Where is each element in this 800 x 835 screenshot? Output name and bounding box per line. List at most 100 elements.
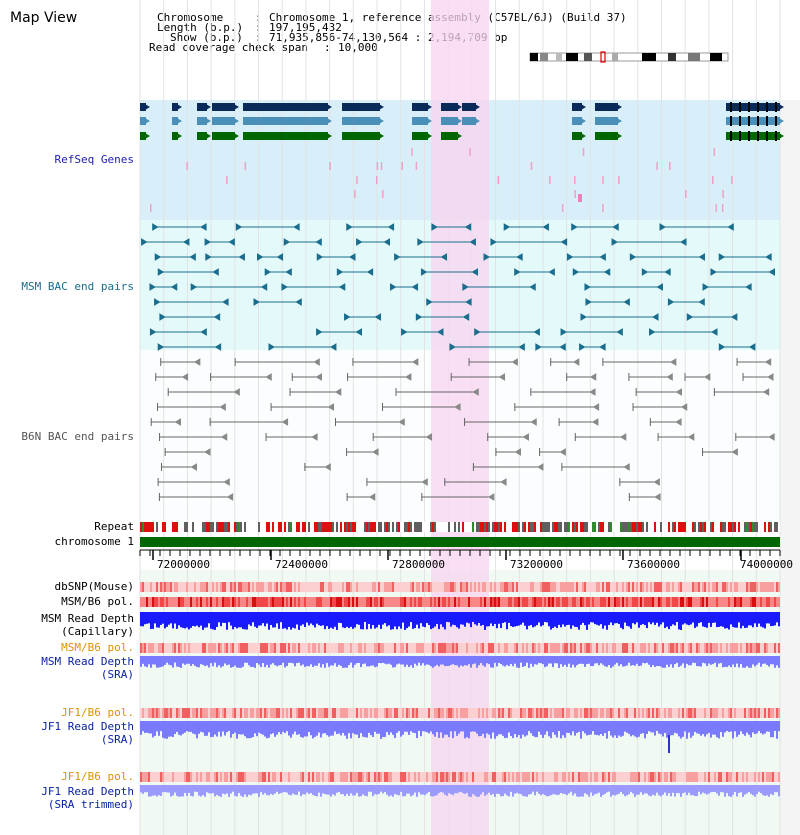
polymorphism-cell [564,772,566,782]
read-depth-bar [506,721,508,738]
read-depth-bar [728,656,730,666]
polymorphism-cell [398,582,400,592]
read-depth-bar [170,656,172,666]
polymorphism-cell [222,708,224,718]
polymorphism-cell [282,643,284,653]
read-depth-bar [462,785,464,794]
polymorphism-cell [332,708,334,718]
read-depth-bar [752,656,754,665]
refseq-pink-mark [561,204,564,212]
polymorphism-cell [468,643,470,653]
read-depth-bar [756,721,758,734]
polymorphism-cell [340,708,342,718]
polymorphism-cell [396,708,398,718]
polymorphism-cell [584,597,586,607]
polymorphism-cell [182,597,184,607]
repeat-segment [434,522,436,532]
polymorphism-cell [274,708,276,718]
polymorphism-cell [316,772,318,782]
polymorphism-cell [152,772,154,782]
polymorphism-cell [198,708,200,718]
bac-end-icon [228,238,235,246]
bac-end-icon [431,223,438,231]
read-depth-bar [250,612,252,626]
polymorphism-cell [536,582,538,592]
read-depth-bar [726,656,728,668]
repeat-segment [778,522,780,532]
polymorphism-cell [388,708,390,718]
polymorphism-cell [594,708,596,718]
read-depth-bar [474,612,476,625]
polymorphism-cell [374,643,376,653]
bac-end-icon [220,433,228,441]
bac-end-icon [518,343,525,351]
read-depth-bar [362,785,364,795]
polymorphism-cell [730,643,732,653]
read-depth-bar [260,656,262,668]
bac-end-icon [157,343,165,351]
polymorphism-cell [466,597,468,607]
polymorphism-cell [752,643,754,653]
read-depth-bar [710,785,712,793]
gene-strand-icon [777,117,784,125]
read-depth-bar [414,721,416,734]
repeat-segment [572,522,574,532]
repeat-segment [240,522,242,532]
read-depth-bar [154,721,156,736]
read-depth-bar [244,721,246,737]
polymorphism-cell [588,582,590,592]
read-depth-bar [390,612,392,630]
polymorphism-cell [268,772,270,782]
repeat-segment [466,522,468,532]
bac-end-icon [260,283,268,291]
read-depth-bar [660,785,662,797]
read-depth-bar [616,721,618,739]
polymorphism-cell [252,643,254,653]
polymorphism-cell [348,708,350,718]
polymorphism-cell [522,597,524,607]
polymorphism-cell [522,708,524,718]
read-depth-bar [700,656,702,667]
read-depth-bar [658,612,660,627]
read-depth-bar [190,612,192,628]
polymorphism-cell [762,772,764,782]
polymorphism-cell [242,772,244,782]
polymorphism-cell [694,708,696,718]
read-depth-bar [288,721,290,736]
polymorphism-cell [610,708,612,718]
read-depth-bar [296,656,298,664]
polymorphism-cell [536,643,538,653]
polymorphism-cell [572,643,574,653]
polymorphism-cell [216,582,218,592]
bac-end-icon [415,313,423,321]
polymorphism-cell [590,643,592,653]
polymorphism-cell [254,597,256,607]
polymorphism-cell [302,597,304,607]
read-depth-bar [224,785,226,795]
read-depth-bar [734,785,736,792]
read-depth-bar [528,785,530,795]
polymorphism-cell [706,643,708,653]
polymorphism-cell [364,772,366,782]
polymorphism-cell [632,582,634,592]
bac-end-icon [164,448,166,456]
read-depth-bar [598,612,600,626]
read-depth-bar [526,785,528,797]
polymorphism-cell [690,643,692,653]
read-depth-bar [580,612,582,625]
polymorphism-cell [498,772,500,782]
repeat-segment [330,522,332,532]
polymorphism-cell [772,597,774,607]
repeat-segment [302,522,304,532]
polymorphism-cell [686,597,688,607]
read-depth-bar [350,612,352,627]
repeat-segment [390,522,392,532]
polymorphism-cell [270,772,272,782]
repeat-segment [706,522,708,532]
polymorphism-cell [180,582,182,592]
refseq-gene [292,132,328,140]
bac-end-icon [462,283,469,291]
polymorphism-cell [640,582,642,592]
polymorphism-cell [634,708,636,718]
